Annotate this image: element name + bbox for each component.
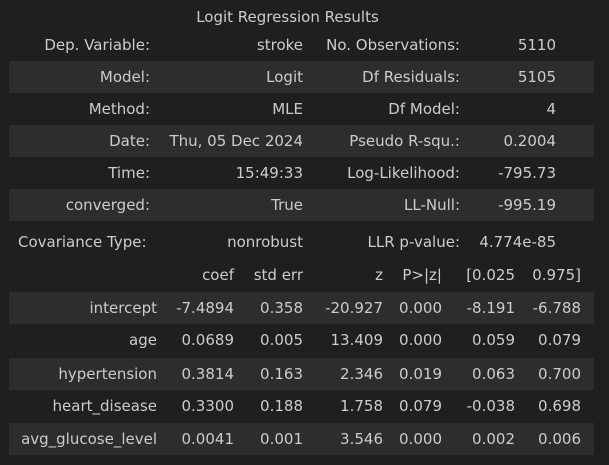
z-value: 2.346	[340, 365, 383, 383]
summary-label: No. Observations:	[326, 36, 460, 54]
column-header: [0.025	[466, 266, 515, 284]
z-value: 1.758	[340, 397, 383, 415]
coef-value: -7.4894	[176, 299, 234, 317]
summary-value: 0.2004	[503, 132, 557, 150]
summary-label: Df Model:	[388, 100, 460, 118]
z-value: -20.927	[325, 299, 383, 317]
coef-value: 0.3300	[181, 397, 235, 415]
ci-lower-value: 0.002	[472, 430, 515, 448]
ci-lower-value: 0.059	[472, 331, 515, 349]
ci-lower-value: 0.063	[472, 365, 515, 383]
p-value: 0.000	[399, 430, 442, 448]
std-err-value: 0.005	[260, 331, 303, 349]
summary-value: True	[271, 196, 303, 214]
summary-label: Log-Likelihood:	[347, 164, 460, 182]
summary-row: Method: MLE Df Model: 4	[9, 93, 594, 125]
summary-value: Thu, 05 Dec 2024	[169, 132, 303, 150]
p-value: 0.019	[399, 365, 442, 383]
variable-name: hypertension	[58, 365, 157, 383]
summary-row: Dep. Variable: stroke No. Observations: …	[9, 29, 594, 61]
summary-label: converged:	[65, 196, 150, 214]
summary-value: -995.19	[498, 196, 556, 214]
coef-row: intercept -7.4894 0.358 -20.927 0.000 -8…	[9, 292, 594, 324]
summary-label: Time:	[108, 164, 150, 182]
std-err-value: 0.188	[260, 397, 303, 415]
summary-value: 5105	[517, 68, 556, 86]
z-value: 3.546	[340, 430, 383, 448]
ci-upper-value: 0.006	[538, 430, 581, 448]
summary-row: Time: 15:49:33 Log-Likelihood: -795.73	[9, 157, 594, 189]
ci-upper-value: -6.788	[532, 299, 581, 317]
summary-label: Covariance Type:	[18, 233, 147, 251]
coef-row: age 0.0689 0.005 13.409 0.000 0.059 0.07…	[9, 324, 594, 356]
summary-label: Pseudo R-squ.:	[349, 132, 460, 150]
variable-name: heart_disease	[52, 397, 157, 415]
summary-row: Covariance Type: nonrobust LLR p-value: …	[9, 226, 594, 258]
ci-upper-value: 0.079	[538, 331, 581, 349]
summary-value: 4.774e-85	[479, 233, 556, 251]
summary-row: Date: Thu, 05 Dec 2024 Pseudo R-squ.: 0.…	[9, 125, 594, 157]
summary-value: MLE	[272, 100, 303, 118]
coef-header-row: coef std err z P>|z| [0.025 0.975]	[9, 259, 594, 291]
p-value: 0.000	[399, 299, 442, 317]
coef-value: 0.0689	[181, 331, 235, 349]
summary-value: 4	[546, 100, 556, 118]
z-value: 13.409	[330, 331, 384, 349]
column-header: 0.975]	[532, 266, 581, 284]
variable-name: intercept	[89, 299, 158, 317]
summary-row: Model: Logit Df Residuals: 5105	[9, 61, 594, 93]
coef-row: hypertension 0.3814 0.163 2.346 0.019 0.…	[9, 358, 594, 390]
summary-value: nonrobust	[227, 233, 303, 251]
std-err-value: 0.358	[260, 299, 303, 317]
coef-value: 0.0041	[181, 430, 235, 448]
summary-value: -795.73	[498, 164, 556, 182]
summary-label: Model:	[99, 68, 150, 86]
summary-label: LLR p-value:	[367, 233, 460, 251]
std-err-value: 0.001	[260, 430, 303, 448]
coef-row: heart_disease 0.3300 0.188 1.758 0.079 -…	[9, 390, 594, 422]
ci-lower-value: -0.038	[466, 397, 515, 415]
summary-value: 5110	[517, 36, 556, 54]
summary-value: 15:49:33	[235, 164, 303, 182]
variable-name: age	[129, 331, 157, 349]
summary-value: Logit	[266, 68, 303, 86]
column-header: P>|z|	[402, 266, 442, 284]
table-caption: Logit Regression Results	[196, 8, 379, 26]
coef-row: avg_glucose_level 0.0041 0.001 3.546 0.0…	[9, 423, 594, 455]
summary-label: Df Residuals:	[362, 68, 460, 86]
summary-label: Dep. Variable:	[44, 36, 150, 54]
column-header: z	[375, 266, 383, 284]
summary-label: Date:	[109, 132, 150, 150]
summary-value: stroke	[256, 36, 303, 54]
coef-value: 0.3814	[181, 365, 235, 383]
column-header: std err	[253, 266, 303, 284]
variable-name: avg_glucose_level	[21, 430, 157, 448]
summary-row: converged: True LL-Null: -995.19	[9, 189, 594, 221]
ci-upper-value: 0.700	[538, 365, 581, 383]
p-value: 0.079	[399, 397, 442, 415]
column-header: coef	[202, 266, 234, 284]
summary-label: Method:	[88, 100, 150, 118]
std-err-value: 0.163	[260, 365, 303, 383]
ci-lower-value: -8.191	[466, 299, 515, 317]
ci-upper-value: 0.698	[538, 397, 581, 415]
p-value: 0.000	[399, 331, 442, 349]
summary-label: LL-Null:	[404, 196, 460, 214]
